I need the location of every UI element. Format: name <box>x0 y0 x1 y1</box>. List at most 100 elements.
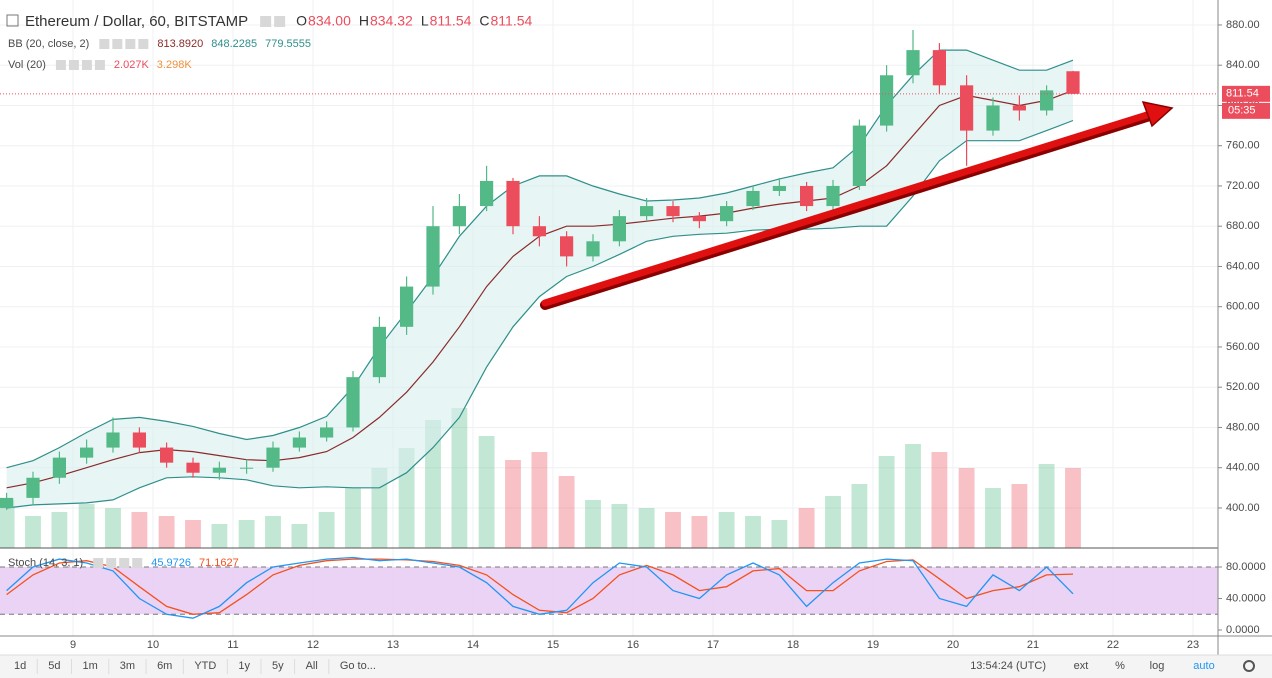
volume-bar <box>185 520 201 548</box>
volume-bar <box>0 500 15 548</box>
settings-button[interactable] <box>1243 660 1255 672</box>
candle-body <box>960 85 974 131</box>
candle-body <box>1012 105 1026 111</box>
candle-body <box>826 185 840 207</box>
toolbar <box>0 655 1272 678</box>
range-button[interactable]: 1m <box>83 660 98 672</box>
candle-body <box>800 185 814 207</box>
countdown-label: 05:35 <box>1228 105 1256 117</box>
y-tick-label: 440.00 <box>1226 462 1260 474</box>
volume-bar <box>958 468 975 548</box>
volume-bar <box>905 444 921 548</box>
x-tick-label: 11 <box>227 639 238 651</box>
volume-bar <box>211 524 228 548</box>
candle-body <box>1066 71 1080 94</box>
range-button[interactable]: All <box>306 660 318 672</box>
candle-body <box>52 457 66 478</box>
arrow-head <box>1141 100 1174 128</box>
range-button[interactable]: 3m <box>120 660 135 672</box>
legend: Ethereum / Dollar, 60, BITSTAMP BB (20, … <box>6 13 533 569</box>
symbol-title: Ethereum / Dollar, 60, BITSTAMP <box>25 13 248 30</box>
candle-body <box>560 236 574 257</box>
x-tick-label: 23 <box>1187 639 1199 651</box>
goto-button[interactable]: Go to... <box>340 660 376 672</box>
volume-bar <box>265 516 281 548</box>
range-button[interactable]: 1d <box>14 660 26 672</box>
candle-body <box>906 50 920 76</box>
x-tick-label: 17 <box>707 639 719 651</box>
volume-bar <box>665 512 681 548</box>
volume-bar <box>878 456 895 548</box>
y-tick-label: 840.00 <box>1226 59 1260 71</box>
plot-layer <box>0 29 1218 619</box>
candle-body <box>640 206 654 217</box>
candle-body <box>240 467 254 469</box>
x-tick-label: 21 <box>1027 639 1039 651</box>
last-price-badge <box>1222 85 1270 102</box>
ohlc-value: 811.54 <box>430 13 472 29</box>
candle-body <box>666 206 680 217</box>
y-tick-label: 40.0000 <box>1226 592 1266 604</box>
collapse-icon[interactable] <box>6 14 19 27</box>
range-button[interactable]: 5y <box>272 660 284 672</box>
range-button[interactable]: 1y <box>238 660 250 672</box>
ohlc-key: L <box>421 13 429 29</box>
candle-body <box>346 377 360 428</box>
legend-icon <box>125 39 136 49</box>
x-tick-label: 14 <box>467 639 479 651</box>
candle-body <box>772 185 786 191</box>
candle-body <box>746 190 760 207</box>
range-button[interactable]: YTD <box>194 660 216 672</box>
volume-bar <box>585 500 601 548</box>
candle-body <box>186 462 200 473</box>
arrow-shaft <box>541 110 1154 307</box>
candle-body <box>320 427 334 438</box>
option-button[interactable]: log <box>1150 660 1165 672</box>
y-tick-label: 640.00 <box>1226 260 1260 272</box>
volume-bar <box>478 436 495 548</box>
candle-body <box>426 226 440 287</box>
candle-body <box>292 437 306 448</box>
x-tick-label: 10 <box>147 639 159 651</box>
countdown-badge <box>1222 102 1270 119</box>
volume-bar <box>78 504 95 548</box>
stoch-name: Stoch (14, 3, 1) <box>8 557 83 569</box>
candle-body <box>266 447 280 468</box>
candle-body <box>372 326 386 378</box>
option-button[interactable]: ext <box>1074 660 1089 672</box>
stoch-d-line <box>6 558 1074 615</box>
volume-bar <box>691 516 708 548</box>
last-price-label: 811.54 <box>1226 88 1259 100</box>
ohlc-value: 811.54 <box>491 13 533 29</box>
volume-bar <box>745 516 761 548</box>
bb-value: 848.2285 <box>211 38 257 50</box>
stoch-value: 71.1627 <box>199 557 239 569</box>
y-tick-label: 0.0000 <box>1226 624 1260 636</box>
bb-value: 779.5555 <box>265 38 311 50</box>
candle-body <box>80 447 94 458</box>
x-tick-label: 12 <box>307 639 319 651</box>
bb-value: 813.8920 <box>157 38 203 50</box>
x-tick-label: 16 <box>627 639 639 651</box>
option-button[interactable]: % <box>1115 660 1125 672</box>
volume-bar <box>505 460 521 548</box>
range-button[interactable]: 6m <box>157 660 172 672</box>
candle-body <box>880 75 894 126</box>
candle-body <box>532 226 546 237</box>
volume-bar <box>1038 464 1055 548</box>
candle-body <box>132 432 146 448</box>
x-tick-label: 15 <box>547 639 559 651</box>
vol-value: 2.027K <box>114 59 150 71</box>
bb-name: BB (20, close, 2) <box>8 38 89 50</box>
volume-bar <box>345 488 361 548</box>
ohlc-key: H <box>359 13 369 29</box>
y-tick-label: 520.00 <box>1226 381 1260 393</box>
legend-icon <box>99 39 110 49</box>
option-button[interactable]: auto <box>1193 660 1214 672</box>
legend-icon <box>260 16 272 27</box>
candle-body <box>0 497 14 508</box>
range-button[interactable]: 5d <box>48 660 60 672</box>
volume-bar <box>318 512 335 548</box>
volume-bar <box>291 524 308 548</box>
